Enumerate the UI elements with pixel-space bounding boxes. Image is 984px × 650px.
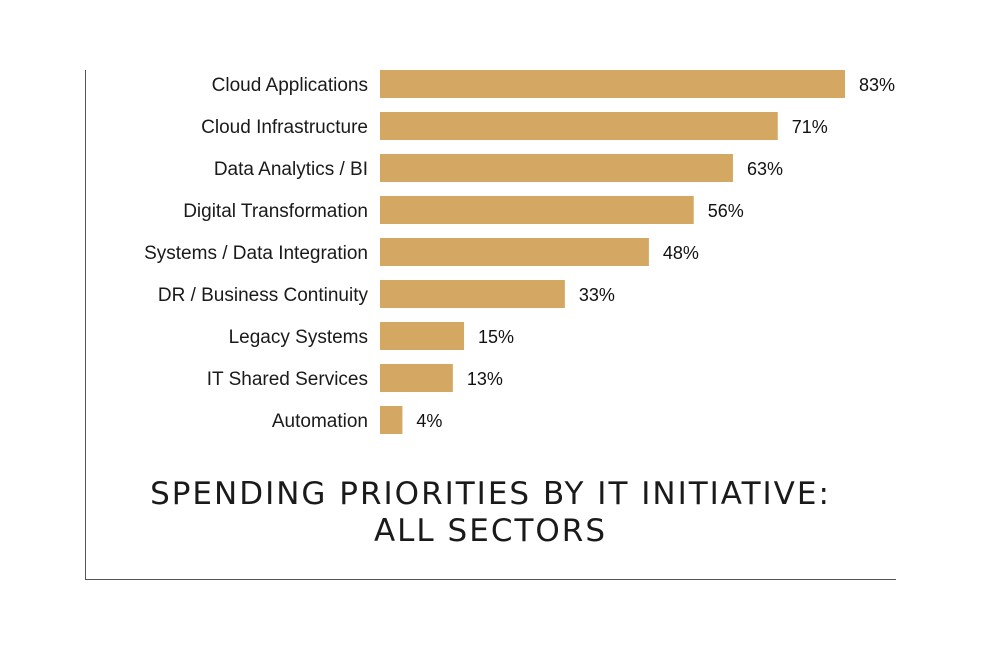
category-label: DR / Business Continuity xyxy=(158,285,369,306)
value-label: 71% xyxy=(792,117,828,137)
frame-bottom-border xyxy=(85,579,896,580)
value-label: 48% xyxy=(663,243,699,263)
bar xyxy=(380,322,465,350)
bar xyxy=(380,364,453,392)
category-label: IT Shared Services xyxy=(207,369,368,390)
frame-left-border xyxy=(85,70,86,580)
category-label: Cloud Applications xyxy=(212,75,368,96)
category-label: Automation xyxy=(272,411,368,432)
bar xyxy=(380,112,778,140)
bar xyxy=(380,154,733,182)
value-label: 13% xyxy=(467,369,503,389)
category-label: Digital Transformation xyxy=(183,201,368,222)
category-label: Cloud Infrastructure xyxy=(201,117,368,138)
value-label: 63% xyxy=(747,159,783,179)
category-label: Legacy Systems xyxy=(229,327,368,348)
value-label: 83% xyxy=(859,75,895,95)
category-label: Systems / Data Integration xyxy=(144,243,368,264)
bar xyxy=(380,238,649,266)
category-label: Data Analytics / BI xyxy=(214,159,368,180)
chart-title-line-2: ALL SECTORS xyxy=(373,513,608,549)
bar xyxy=(380,196,694,224)
bar xyxy=(380,280,565,308)
chart-title: SPENDING PRIORITIES BY IT INITIATIVE: AL… xyxy=(85,476,896,550)
bar xyxy=(380,70,845,98)
bar-chart: Cloud Applications 83% Cloud Infrastructur… xyxy=(144,70,895,434)
chart-title-line-1: SPENDING PRIORITIES BY IT INITIATIVE: xyxy=(150,476,831,512)
value-label: 56% xyxy=(708,201,744,221)
value-label: 4% xyxy=(416,411,442,431)
bar xyxy=(380,406,403,434)
value-label: 33% xyxy=(579,285,615,305)
value-label: 15% xyxy=(478,327,514,347)
